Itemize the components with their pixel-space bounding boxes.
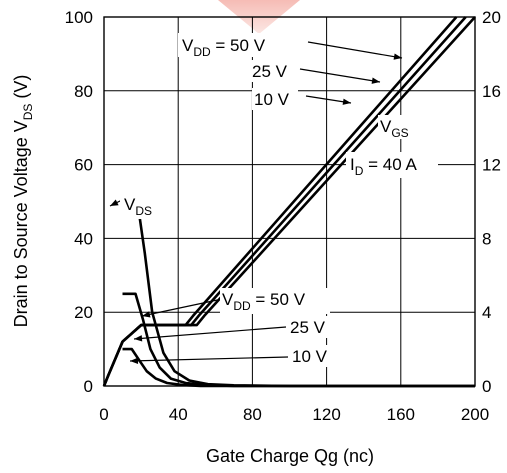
y-axis-title: Drain to Source Voltage VDS (V) [11, 75, 35, 328]
leader-arrowhead-5 [134, 335, 143, 342]
label-vdd-50-bottom: VDD = 50 V [222, 290, 306, 313]
label-25v-bottom: 25 V [290, 318, 326, 337]
x-axis-title: Gate Charge Qg (nc) [206, 446, 374, 466]
leader-arrowhead-3 [110, 199, 119, 206]
label-10v-top: 10 V [254, 90, 290, 109]
label-vds: VDS [124, 195, 152, 218]
leader-line-4 [141, 298, 223, 317]
y-left-tick-label-2: 40 [74, 229, 93, 248]
y-left-tick-label-1: 20 [74, 303, 93, 322]
series-lines [102, 16, 476, 388]
y-right-tick-label-1: 4 [482, 303, 491, 322]
x-tick-label-4: 160 [387, 405, 415, 424]
leader-line-1 [299, 68, 381, 83]
annotations: VDD = 50 V 25 V 10 V VGS ID = 40 A VDS V… [120, 33, 438, 367]
leader-line-5 [133, 326, 287, 340]
label-vgs: VGS [380, 117, 409, 140]
tick-labels: 0 40 80 120 160 200 0 20 40 60 80 100 0 4 8 12 16 20 [65, 8, 501, 424]
y-left-tick-label-3: 60 [74, 156, 93, 175]
leader-arrowhead-1 [371, 77, 380, 84]
y-right-tick-label-5: 20 [482, 8, 501, 27]
x-tick-label-2: 80 [243, 405, 262, 424]
label-25v-top: 25 V [252, 62, 288, 81]
leader-line-0 [307, 41, 403, 59]
leader-arrowhead-4 [142, 311, 151, 318]
y-right-tick-label-3: 12 [482, 156, 501, 175]
y-left-tick-label-5: 100 [65, 8, 93, 27]
label-10v-bottom: 10 V [292, 347, 328, 366]
x-tick-label-1: 40 [169, 405, 188, 424]
x-tick-label-0: 0 [99, 405, 108, 424]
leader-arrowhead-0 [393, 53, 402, 60]
leader-arrowhead-6 [130, 357, 139, 364]
y-right-tick-label-0: 0 [482, 377, 491, 396]
series-line-2 [102, 16, 476, 387]
leader-arrowhead-2 [342, 98, 351, 105]
y-left-tick-label-4: 80 [74, 82, 93, 101]
plot-frame [103, 16, 476, 387]
x-tick-label-5: 200 [461, 405, 489, 424]
label-vdd-50-top: VDD = 50 V [182, 36, 266, 59]
leader-line-6 [129, 356, 289, 362]
y-left-tick-label-0: 0 [84, 377, 93, 396]
label-id-40a: ID = 40 A [350, 155, 417, 178]
y-right-tick-label-2: 8 [482, 229, 491, 248]
x-tick-label-3: 120 [312, 405, 340, 424]
annotation-leaders [109, 41, 403, 364]
y-right-tick-label-4: 16 [482, 82, 501, 101]
